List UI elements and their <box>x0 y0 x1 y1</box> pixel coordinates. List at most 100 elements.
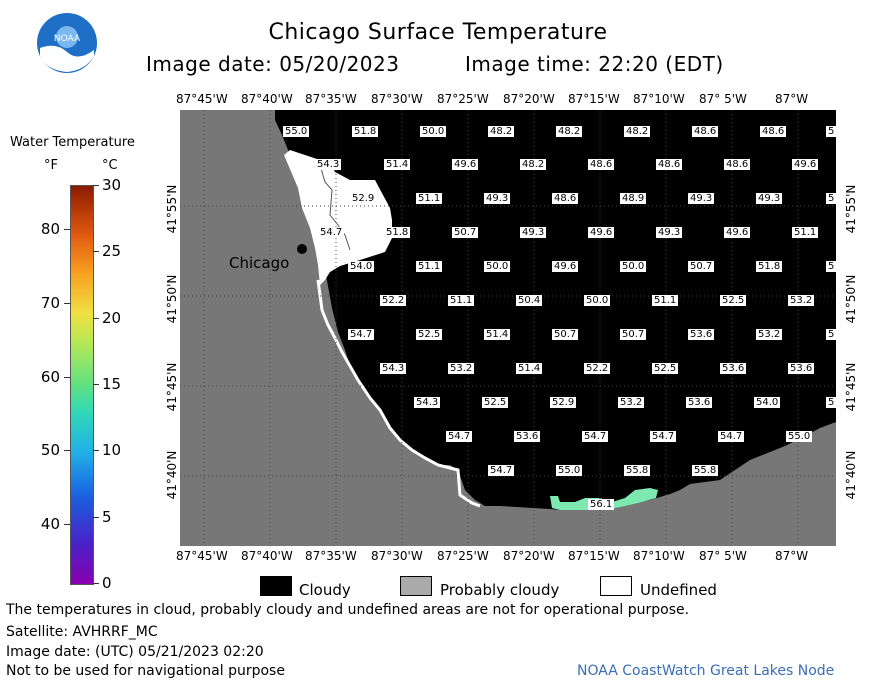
chicago-marker <box>297 244 307 254</box>
lat-lon-grid <box>180 110 836 546</box>
temperature-value: 52.2 <box>380 295 407 306</box>
temperature-value: 54.3 <box>380 363 407 374</box>
temperature-value: 48.6 <box>760 126 787 137</box>
celsius-tickmark <box>93 384 99 385</box>
temperature-value: 5 <box>826 329 837 340</box>
temperature-map: 55.0 51.8 50.0 48.2 48.2 48.2 48.6 48.6 5 54.3 51.… <box>180 110 837 546</box>
celsius-tick: 30 <box>102 176 122 194</box>
temperature-value: 53.2 <box>618 397 645 408</box>
temperature-value: 52.9 <box>550 397 577 408</box>
temperature-value: 49.6 <box>792 159 819 170</box>
utc-date: Image date: (UTC) 05/21/2023 02:20 <box>6 644 264 660</box>
lon-label: 87°25'W <box>437 549 489 563</box>
undefined-swatch <box>600 576 632 596</box>
credit-link[interactable]: NOAA CoastWatch Great Lakes Node <box>577 663 835 679</box>
probably-cloudy-swatch <box>400 576 432 596</box>
temperature-value: 56.1 <box>588 499 615 510</box>
fahrenheit-tickmark <box>64 302 70 304</box>
temperature-value: 52.5 <box>720 295 747 306</box>
temperature-value: 5 <box>826 193 837 204</box>
temperature-value: 51.4 <box>384 159 411 170</box>
temperature-value: 53.6 <box>688 329 715 340</box>
temperature-value: 54.7 <box>582 431 609 442</box>
temperature-value: 53.6 <box>686 397 713 408</box>
lon-label: 87° 5'W <box>699 549 747 563</box>
temperature-value: 50.7 <box>688 261 715 272</box>
lon-label: 87°W <box>775 92 809 106</box>
fahrenheit-tick: 80 <box>40 220 60 239</box>
lon-label: 87° 5'W <box>699 92 747 106</box>
celsius-tickmark <box>93 583 99 584</box>
temperature-value: 53.2 <box>756 329 783 340</box>
temperature-value: 54.0 <box>348 261 375 272</box>
temperature-value: 51.4 <box>516 363 543 374</box>
temperature-value: 54.7 <box>318 227 345 238</box>
city-label-chicago: Chicago <box>229 254 290 272</box>
temperature-value: 48.6 <box>656 159 683 170</box>
temperature-value: 48.2 <box>520 159 547 170</box>
disclaimer-note: The temperatures in cloud, probably clou… <box>6 602 690 618</box>
temperature-value: 5 <box>826 261 837 272</box>
celsius-tick: 10 <box>102 441 122 460</box>
temperature-value: 54.3 <box>414 397 441 408</box>
lon-label: 87°15'W <box>568 92 620 106</box>
temperature-value: 48.9 <box>620 193 647 204</box>
lon-label: 87°25'W <box>437 92 489 106</box>
lat-label: 41°50'N <box>165 274 179 324</box>
image-time: Image time: 22:20 (EDT) <box>465 52 724 76</box>
warm-water-area <box>550 488 658 510</box>
temperature-value: 49.6 <box>552 261 579 272</box>
temperature-value: 55.0 <box>786 431 813 442</box>
noaa-logo-icon: NOAA <box>36 12 98 74</box>
logo-text: NOAA <box>54 34 81 44</box>
celsius-tick: 0 <box>102 574 112 592</box>
temperature-value: 54.3 <box>315 159 342 170</box>
celsius-tickmark <box>93 185 99 186</box>
lon-label: 87°10'W <box>633 549 685 563</box>
temperature-value: 5 <box>826 397 837 408</box>
temperature-value: 49.6 <box>588 227 615 238</box>
image-date: Image date: 05/20/2023 <box>146 52 400 76</box>
lon-label: 87°45'W <box>176 549 228 563</box>
temperature-value: 50.4 <box>516 295 543 306</box>
temperature-value: 49.3 <box>656 227 683 238</box>
satellite-info: Satellite: AVHRRF_MC <box>6 624 158 640</box>
temperature-value: 52.5 <box>482 397 509 408</box>
lon-label: 87°40'W <box>241 92 293 106</box>
temperature-value: 50.7 <box>452 227 479 238</box>
temperature-value: 50.0 <box>484 261 511 272</box>
cloudy-swatch <box>260 576 292 596</box>
lat-label: 41°40'N <box>844 450 858 500</box>
probably-cloudy-label: Probably cloudy <box>440 581 560 599</box>
temperature-value: 48.2 <box>624 126 651 137</box>
color-scale-bar <box>70 185 94 585</box>
lon-label: 87°45'W <box>176 92 228 106</box>
temperature-value: 51.8 <box>756 261 783 272</box>
lon-label: 87°35'W <box>305 549 357 563</box>
temperature-value: 51.1 <box>416 193 443 204</box>
temperature-value: 53.6 <box>720 363 747 374</box>
temperature-value: 54.7 <box>488 465 515 476</box>
celsius-tick: 20 <box>102 308 122 327</box>
temperature-value: 54.7 <box>650 431 677 442</box>
lon-label: 87°30'W <box>371 549 423 563</box>
lat-label: 41°55'N <box>844 184 858 234</box>
temperature-value: 49.6 <box>724 227 751 238</box>
temperature-value: 50.0 <box>620 261 647 272</box>
navigation-warning: Not to be used for navigational purpose <box>6 663 285 679</box>
lon-label: 87°35'W <box>305 92 357 106</box>
lon-label: 87°30'W <box>371 92 423 106</box>
temperature-value: 52.2 <box>584 363 611 374</box>
temperature-value: 52.9 <box>350 193 377 204</box>
cloudy-label: Cloudy <box>299 581 351 599</box>
temperature-value: 49.3 <box>756 193 783 204</box>
temperature-value: 50.0 <box>420 126 447 137</box>
fahrenheit-tick: 60 <box>40 367 60 386</box>
temperature-value: 53.2 <box>448 363 475 374</box>
temperature-value: 51.1 <box>416 261 443 272</box>
lon-label: 87°20'W <box>503 549 555 563</box>
fahrenheit-tickmark <box>64 524 70 526</box>
unit-fahrenheit: °F <box>44 158 58 173</box>
temperature-value: 54.7 <box>348 329 375 340</box>
lat-label: 41°45'N <box>165 362 179 412</box>
